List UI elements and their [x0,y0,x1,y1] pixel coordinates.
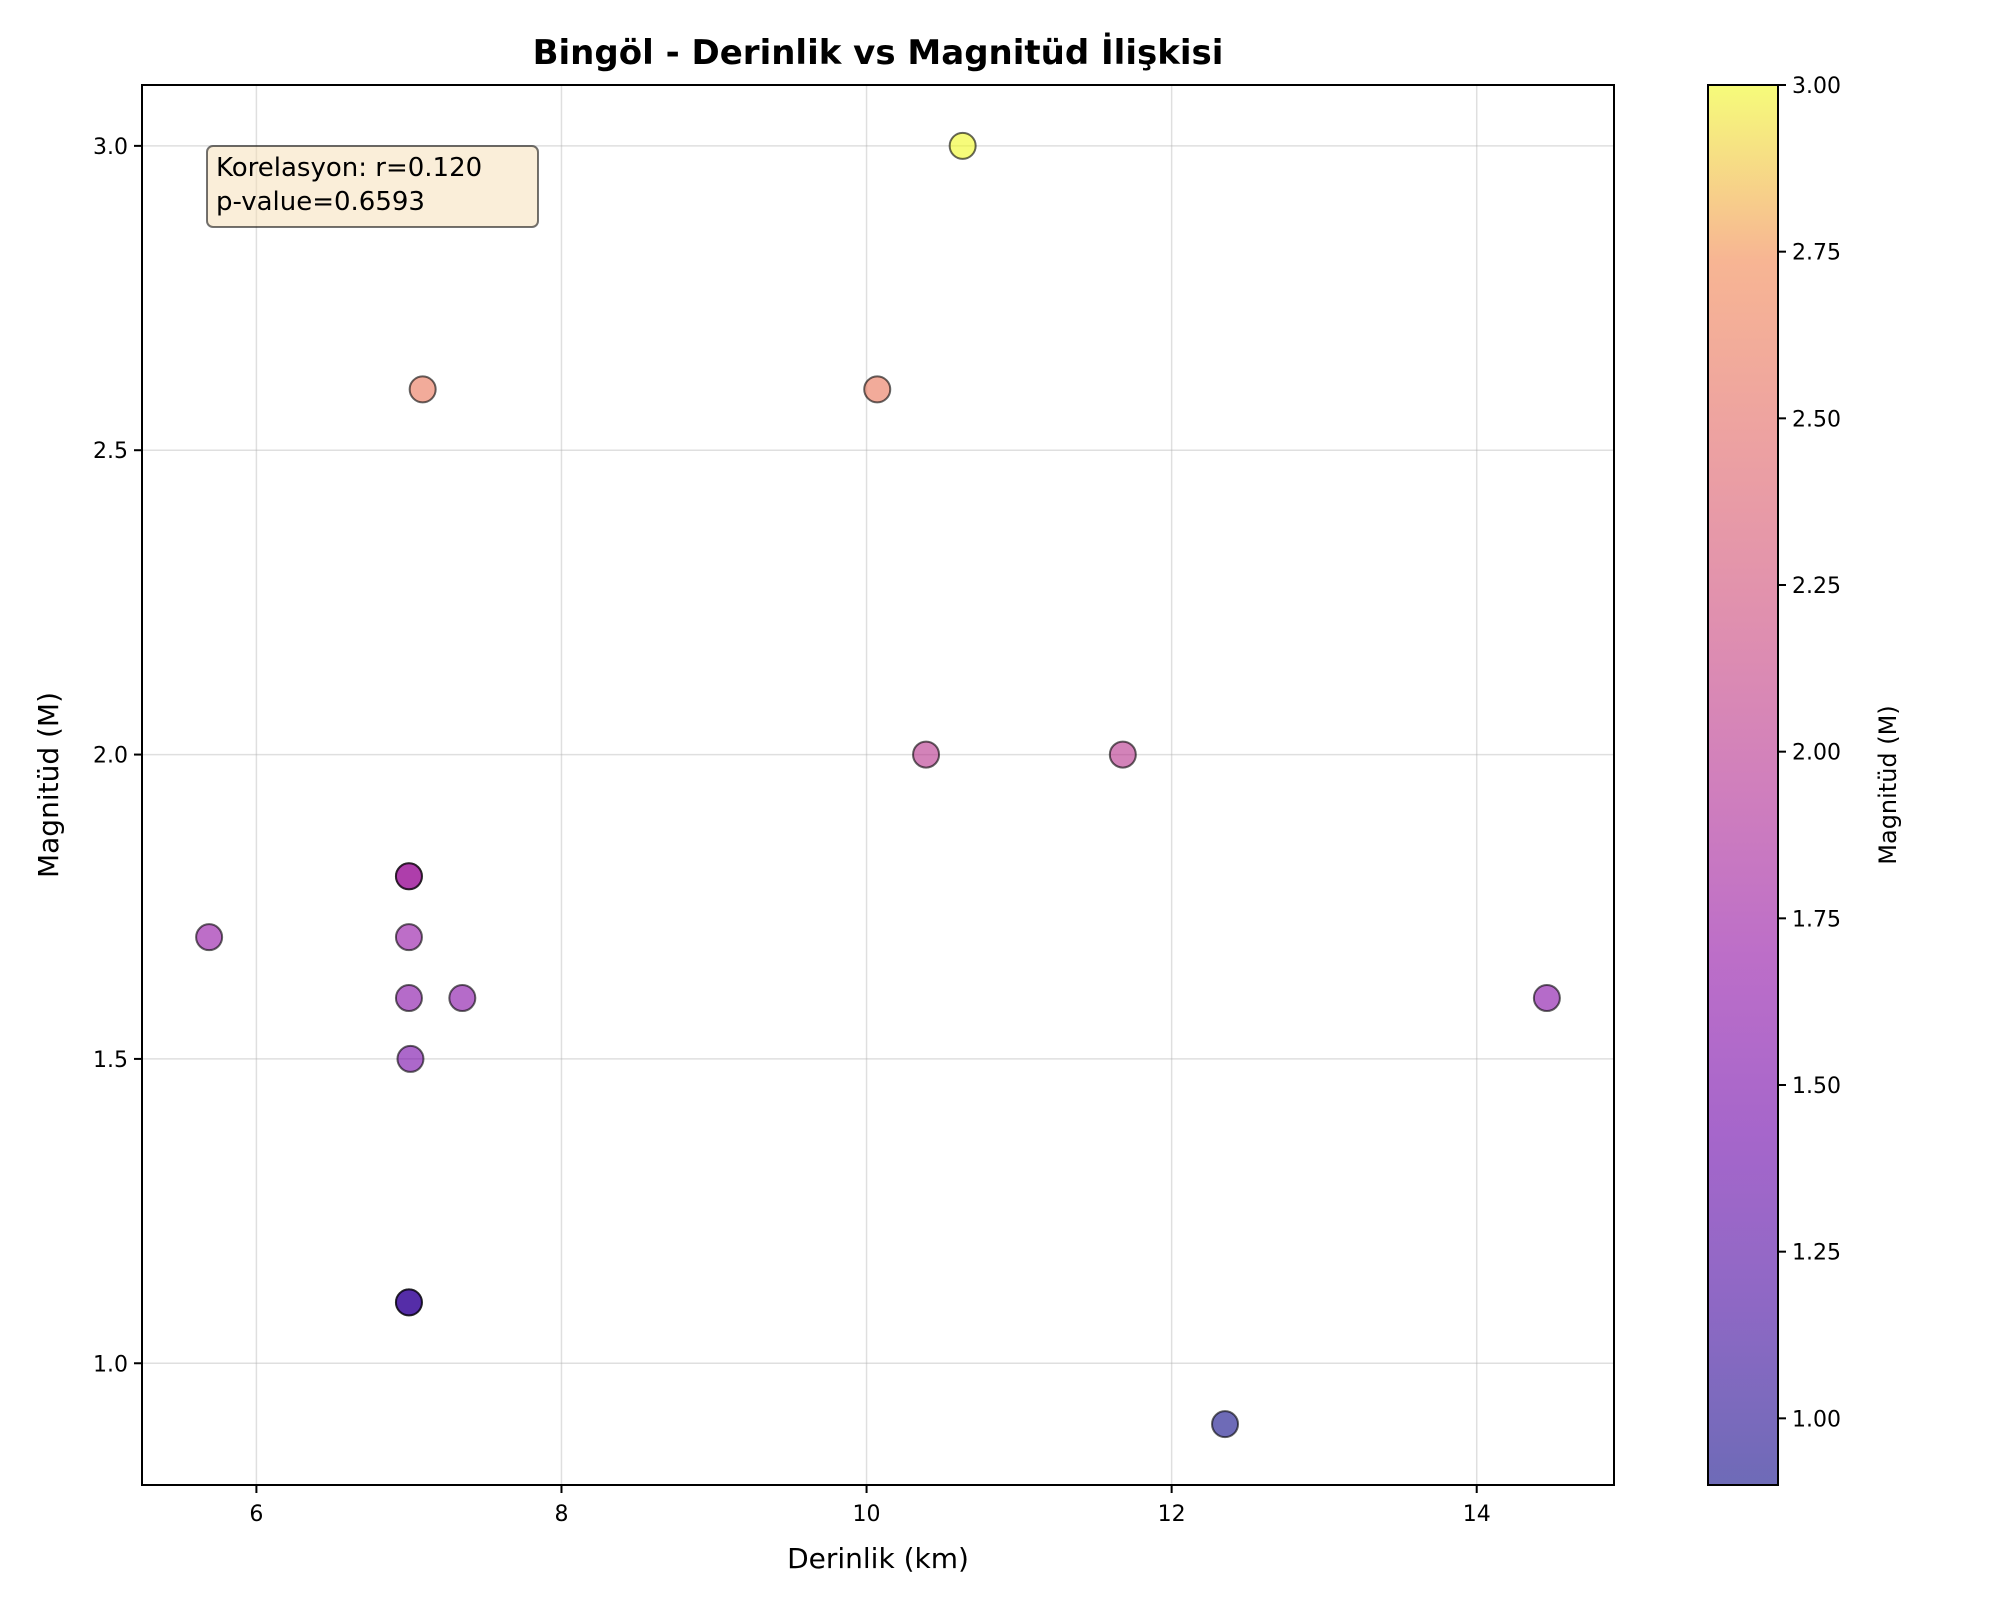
y-tick-label: 1.0 [93,1352,128,1377]
y-tick-label: 2.0 [93,744,128,769]
y-tick-label: 3.0 [93,135,128,160]
colorbar-tick-label: 1.75 [1792,907,1841,932]
plot-area-frame [141,84,1615,1486]
data-point [912,740,941,769]
data-point [1211,1410,1240,1439]
data-point [448,984,477,1013]
x-tick-label: 8 [554,1502,568,1527]
colorbar-tick-label: 3.00 [1792,74,1841,99]
colorbar-tick-label: 2.25 [1792,574,1841,599]
colorbar-tick-label: 2.00 [1792,741,1841,766]
colorbar-tick-label: 2.50 [1792,407,1841,432]
x-axis-label: Derinlik (km) [787,1542,969,1575]
y-tick-label: 2.5 [93,439,128,464]
data-point [394,984,423,1013]
colorbar-tick-label: 1.00 [1792,1407,1841,1432]
annotation-pvalue-text: p-value=0.6593 [216,187,425,217]
data-point [1532,984,1561,1013]
data-point [396,1044,425,1073]
data-point [948,131,977,160]
y-axis-ticks: 1.0 1.5 2.0 2.5 3.0 [93,135,142,1377]
data-point [394,1288,423,1317]
data-point [394,923,423,952]
annotation-box [206,145,539,228]
data-points [195,131,1561,1439]
grid-lines [142,85,1614,1485]
x-tick-label: 10 [853,1502,881,1527]
colorbar-tick-label: 2.75 [1792,241,1841,266]
x-axis-ticks: 6 8 10 12 14 [249,1485,1491,1527]
data-point [195,923,224,952]
colorbar-tick-label: 1.25 [1792,1241,1841,1266]
data-point [408,375,437,404]
data-point [1108,740,1137,769]
chart-title: Bingöl - Derinlik vs Magnitüd İlişkisi [533,32,1224,73]
colorbar: 1.00 1.25 1.50 1.75 2.00 2.25 2.50 2.75 3.00 Mag… [1707,74,1902,1486]
colorbar-label: Magnitüd (M) [1874,705,1902,864]
correlation-annotation: Korelasyon: r=0.120 p-value=0.6593 [206,145,539,228]
y-tick-label: 1.5 [93,1048,128,1073]
data-point [394,862,423,891]
colorbar-tick-label: 1.50 [1792,1074,1841,1099]
x-tick-label: 14 [1463,1502,1491,1527]
colorbar-ticks: 1.00 1.25 1.50 1.75 2.00 2.25 2.50 2.75 3.00 [1778,74,1841,1432]
annotation-correlation-text: Korelasyon: r=0.120 [216,153,482,183]
colorbar-gradient [1707,84,1779,1486]
y-axis-label: Magnitüd (M) [32,692,65,878]
data-point [863,375,892,404]
x-tick-label: 6 [249,1502,263,1527]
x-tick-label: 12 [1158,1502,1186,1527]
